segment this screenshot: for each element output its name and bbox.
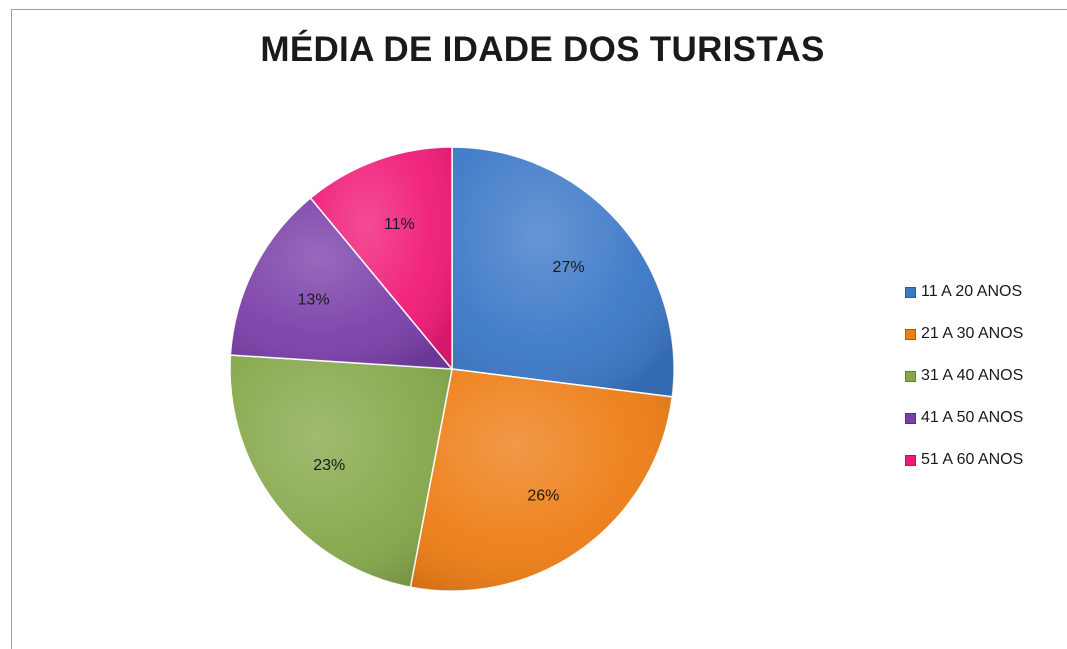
- legend-swatch: [905, 412, 916, 424]
- data-label-31-a-40-anos: 23%: [313, 457, 345, 474]
- data-label-11-a-20-anos: 27%: [553, 259, 585, 276]
- legend-item-11-a-20-anos: 11 A 20 ANOS: [905, 271, 1023, 313]
- legend-item-31-a-40-anos: 31 A 40 ANOS: [905, 355, 1023, 397]
- legend-swatch: [905, 286, 916, 298]
- pie-slice-shading-31-a-40-anos: [230, 355, 452, 588]
- legend-item-51-a-60-anos: 51 A 60 ANOS: [905, 439, 1023, 481]
- legend-label: 31 A 40 ANOS: [921, 367, 1024, 384]
- legend-label: 41 A 50 ANOS: [921, 409, 1024, 426]
- legend-label: 21 A 30 ANOS: [921, 325, 1024, 342]
- legend-swatch: [905, 328, 916, 340]
- data-label-41-a-50-anos: 13%: [298, 291, 330, 308]
- data-label-21-a-30-anos: 26%: [527, 488, 559, 505]
- legend-swatch: [905, 454, 916, 466]
- pie-slice-shading-11-a-20-anos: [452, 147, 674, 397]
- chart-title: MÉDIA DE IDADE DOS TURISTAS: [260, 30, 825, 69]
- pie-slice-shading-41-a-50-anos: [230, 197, 452, 369]
- pie-slice-shading-51-a-60-anos: [310, 147, 452, 369]
- legend-swatch: [905, 370, 916, 382]
- legend-item-41-a-50-anos: 41 A 50 ANOS: [905, 397, 1023, 439]
- pie-slice-shading-21-a-30-anos: [410, 369, 673, 591]
- legend-label: 11 A 20 ANOS: [921, 283, 1023, 300]
- legend-item-21-a-30-anos: 21 A 30 ANOS: [905, 313, 1023, 355]
- legend: 11 A 20 ANOS 21 A 30 ANOS 31 A 40 ANOS 41 A…: [905, 271, 1023, 481]
- data-label-51-a-60-anos: 11%: [384, 216, 415, 233]
- legend-label: 51 A 60 ANOS: [921, 451, 1024, 468]
